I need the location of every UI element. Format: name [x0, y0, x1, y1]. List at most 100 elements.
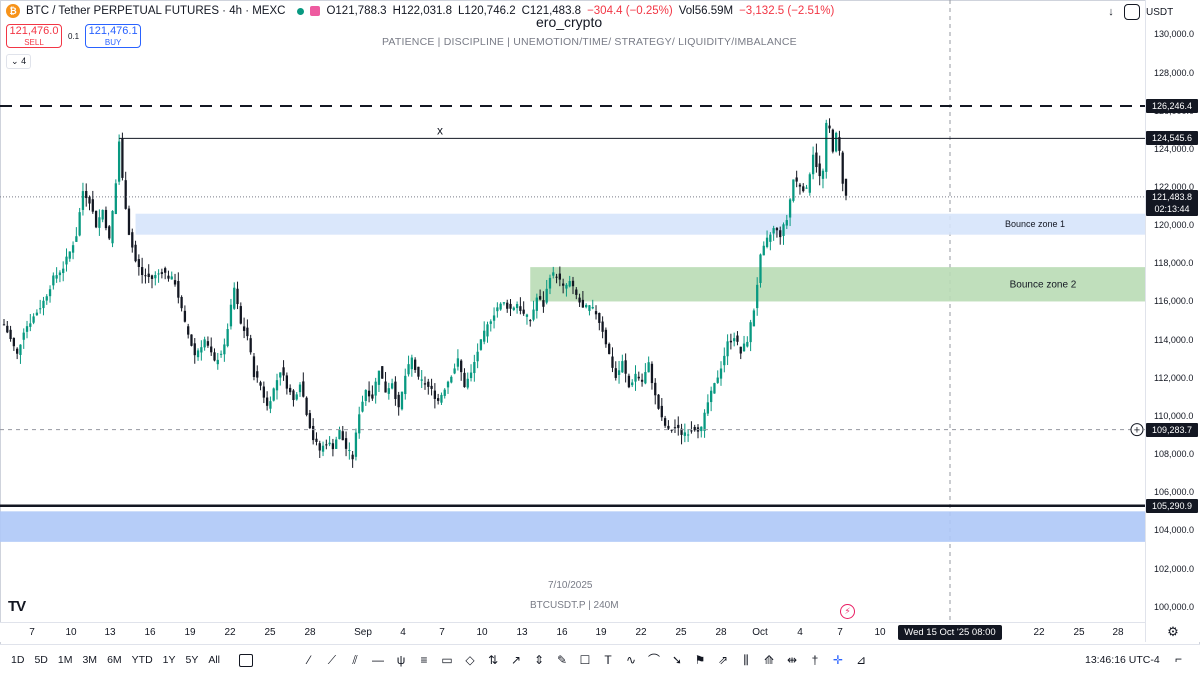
candle: [121, 132, 124, 181]
buy-price: 121,476.1: [88, 25, 138, 37]
time-tick: 22: [224, 627, 236, 638]
bars-pattern-icon[interactable]: ⫼: [743, 653, 749, 667]
rectangle-icon[interactable]: ▭: [441, 653, 453, 667]
time-tick: 25: [675, 627, 687, 638]
arrow-icon[interactable]: ↗: [510, 653, 522, 667]
candle: [489, 319, 492, 332]
cursor-icon[interactable]: †: [811, 653, 819, 667]
forecast-icon[interactable]: ⇗: [717, 653, 729, 667]
candle: [423, 376, 427, 390]
candle: [686, 428, 690, 442]
clock[interactable]: 13:46:16 UTC-4: [1085, 654, 1160, 666]
callout-icon[interactable]: ☐: [579, 653, 591, 667]
pitchfork-icon[interactable]: ψ: [396, 653, 406, 667]
curve-icon[interactable]: ⌒: [647, 653, 660, 667]
candle: [48, 285, 52, 303]
candle: [710, 386, 713, 412]
indicators-toggle[interactable]: ⌄ 4: [6, 54, 32, 69]
price-tick: 106,000.0: [1154, 487, 1195, 498]
time-tick: 25: [264, 627, 276, 638]
ray-icon[interactable]: ⟋: [327, 653, 337, 667]
buy-button[interactable]: 121,476.1 BUY: [85, 24, 142, 48]
candle: [233, 282, 236, 310]
candle: [535, 293, 538, 319]
price-tick: 102,000.0: [1154, 563, 1195, 574]
range-5y[interactable]: 5Y: [185, 654, 199, 666]
candle: [407, 355, 410, 377]
cross-icon[interactable]: ✛: [832, 653, 844, 667]
candle: [440, 392, 443, 405]
price-tick: 112,000.0: [1154, 372, 1194, 383]
brush-icon[interactable]: ✎: [556, 653, 568, 667]
price-tick: 116,000.0: [1154, 296, 1194, 307]
candle: [759, 253, 762, 288]
candle: [32, 313, 35, 325]
range-6m[interactable]: 6M: [107, 654, 122, 666]
range-1m[interactable]: 1M: [57, 654, 73, 666]
chart-pane[interactable]: Bounce zone 1 Bounce zone 2 x +: [0, 0, 1145, 642]
time-axis[interactable]: 7 10 13 16 19 22 25 28 Sep 4 7 10 13 16 19 22 25 28 Oct 4 7 1…: [0, 622, 1145, 642]
range-1y[interactable]: 1Y: [162, 654, 176, 666]
arrow-marker-icon[interactable]: ➘: [671, 653, 683, 667]
date-range-icon[interactable]: ⇹: [786, 653, 798, 667]
price-range-icon[interactable]: ⇕: [533, 653, 545, 667]
candle: [453, 363, 456, 375]
chart-type-icon[interactable]: ⌐: [1175, 652, 1183, 666]
rotated-rectangle-icon[interactable]: ◇: [465, 653, 475, 667]
ruler-icon[interactable]: ⊿: [855, 653, 867, 667]
horizontal-line-icon[interactable]: —: [372, 653, 384, 667]
change-value: −304.4 (−0.25%): [587, 5, 673, 17]
price-tick: 104,000.0: [1154, 525, 1195, 536]
candle: [565, 283, 568, 297]
symbol-header: ₿ BTC / Tether PERPETUAL FUTURES · 4h · …: [0, 0, 940, 22]
open-value: O121,788.3: [326, 5, 387, 17]
candle: [341, 425, 344, 441]
range-5d[interactable]: 5D: [34, 654, 48, 666]
flag-icon[interactable]: ⚑: [694, 653, 706, 667]
range-1d[interactable]: 1D: [11, 654, 25, 666]
candle: [627, 373, 631, 389]
candle: [124, 171, 127, 210]
position-icon[interactable]: ⇅: [487, 653, 499, 667]
candle: [262, 381, 265, 404]
range-3m[interactable]: 3M: [82, 654, 98, 666]
symbol-title[interactable]: BTC / Tether PERPETUAL FUTURES · 4h · ME…: [26, 5, 286, 17]
candle: [325, 439, 328, 450]
zone-1: [135, 213, 1145, 235]
range-ytd[interactable]: YTD: [131, 654, 153, 666]
alert-icon[interactable]: [310, 6, 321, 16]
calendar-icon[interactable]: [239, 653, 254, 667]
fib-icon[interactable]: ≡: [420, 653, 428, 667]
price-axis[interactable]: 130,000.0128,000.0126,000.0124,000.0122,…: [1145, 0, 1200, 642]
candle: [506, 299, 509, 313]
chevron-down-icon: ⌄: [11, 56, 19, 66]
download-icon[interactable]: ↓: [1108, 6, 1114, 18]
screenshot-button[interactable]: [1124, 4, 1140, 20]
candle: [246, 319, 249, 341]
path-icon[interactable]: ∿: [625, 653, 637, 667]
zone-3: [0, 511, 1145, 542]
text-icon[interactable]: T: [604, 653, 612, 667]
candle: [828, 118, 831, 133]
projection-icon[interactable]: ⟰: [763, 653, 775, 667]
candle: [117, 134, 121, 185]
trend-line-icon[interactable]: ⁄: [307, 653, 310, 667]
price-chart[interactable]: Bounce zone 1 Bounce zone 2 x +: [0, 0, 1145, 642]
parallel-channel-icon[interactable]: ⫽: [352, 653, 358, 667]
candle: [351, 451, 354, 468]
candle: [384, 371, 387, 393]
tradingview-logo[interactable]: TV: [8, 598, 26, 615]
range-all[interactable]: All: [208, 654, 221, 666]
candle: [703, 409, 706, 438]
candle: [519, 297, 522, 315]
settings-gear-icon[interactable]: ⚙: [1167, 624, 1179, 639]
candle: [700, 426, 703, 438]
candle: [302, 372, 305, 398]
lightning-icon[interactable]: ⚡: [840, 604, 855, 619]
candle: [62, 261, 65, 282]
candle: [9, 325, 12, 342]
currency-label[interactable]: USDT: [1146, 6, 1174, 18]
sell-button[interactable]: 121,476.0 SELL: [6, 24, 62, 48]
volume-change-value: −3,132.5 (−2.51%): [739, 5, 835, 17]
market-open-icon: [297, 7, 305, 15]
